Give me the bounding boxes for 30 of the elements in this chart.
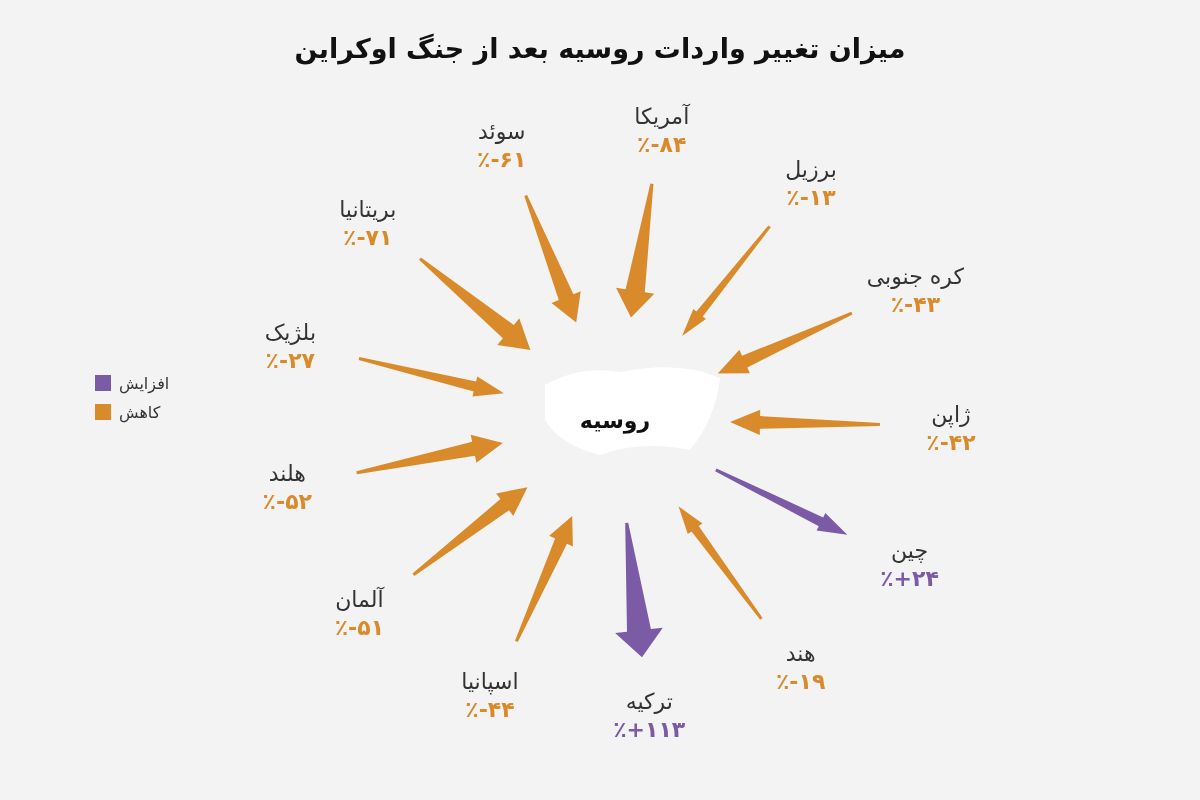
data-label: ٪-۴۲: [926, 429, 977, 455]
text: میزان تغییر واردات روسیه بعد از جنگ اوکراین: [294, 33, 906, 65]
category-label: هند: [785, 641, 816, 667]
category-label: آمریکا: [634, 103, 691, 130]
data-label: ٪-۴۴: [465, 697, 515, 723]
category-label: هلند: [268, 461, 306, 487]
data-label: ٪-۱۹: [775, 669, 826, 695]
category-label: کره جنوبی: [866, 264, 965, 290]
data-label: ٪+۲۴: [880, 565, 939, 591]
data-label: ٪-۷۱: [343, 224, 393, 250]
category-label: ژاپن: [931, 401, 971, 428]
text: روسیه: [579, 408, 651, 434]
category-label: ترکیه: [625, 688, 673, 714]
data-label: ٪-۵۲: [262, 489, 313, 515]
data-label: ٪-۲۷: [265, 348, 316, 374]
data-label: ٪+۱۱۳: [613, 716, 686, 742]
category-label: بلژیک: [264, 320, 317, 346]
data-label: ٪-۶۱: [477, 146, 527, 172]
data-label: ٪-۱۳: [786, 184, 837, 210]
category-label: برزیل: [785, 156, 837, 182]
category-label: بریتانیا: [339, 196, 397, 222]
category-label: اسپانیا: [461, 669, 519, 696]
data-label: ٪-۸۴: [637, 132, 687, 158]
data-label: ٪-۵۱: [334, 615, 385, 641]
category-label: چین: [891, 537, 929, 563]
data-label: ٪-۴۳: [890, 292, 941, 318]
category-label: آلمان: [335, 586, 385, 613]
legend-label: افزایش: [119, 374, 170, 394]
category-label: سوئد: [478, 118, 526, 144]
legend-label: کاهش: [119, 403, 161, 423]
